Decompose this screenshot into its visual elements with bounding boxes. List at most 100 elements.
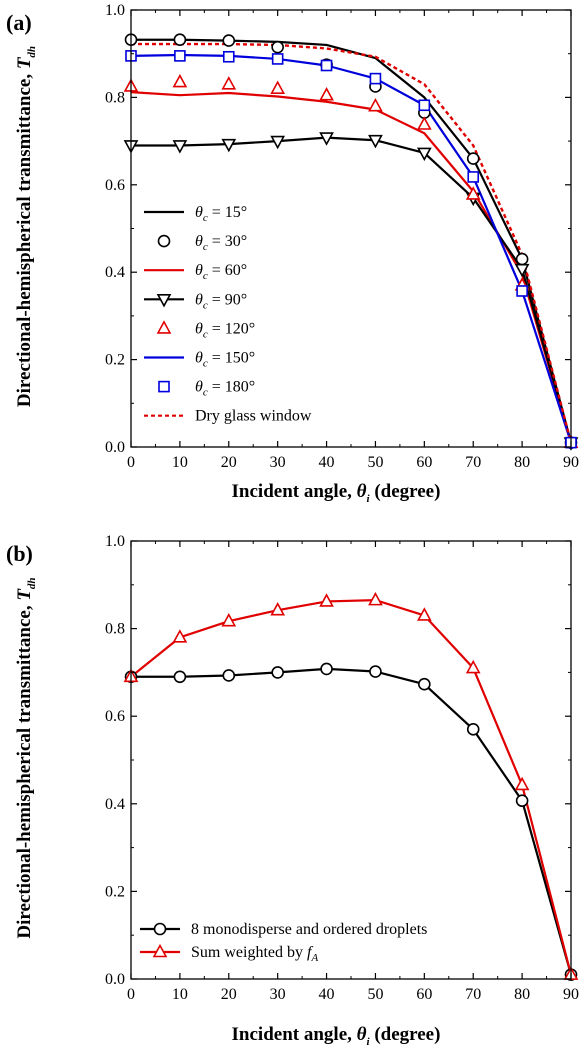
- data-point-s1-1: [172, 629, 188, 643]
- data-point-s4-1: [172, 73, 188, 88]
- x-tick-label-0: 0: [127, 986, 135, 1003]
- legend-label-3: θc = 90°: [195, 291, 247, 311]
- x-tick-label-8: 80: [514, 986, 530, 1003]
- x-tick-label-6: 60: [416, 454, 432, 471]
- x-tick-label-3: 30: [270, 454, 286, 471]
- data-point-s0-8: [515, 794, 529, 808]
- data-point-s6-1: [174, 50, 186, 62]
- y-axis-title: Directional-hemispherical transmittance,…: [14, 46, 38, 407]
- x-axis-title: Incident angle, θi (degree): [232, 481, 441, 505]
- data-point-s3-5: [368, 134, 383, 149]
- data-point-s3-6: [416, 147, 432, 162]
- data-point-s1-2: [222, 34, 236, 47]
- x-tick-label-0: 0: [127, 454, 135, 471]
- data-point-s3-2: [221, 138, 237, 153]
- data-point-s4-2: [221, 76, 237, 90]
- data-point-s1-5: [368, 591, 383, 606]
- data-point-s3-4: [319, 132, 334, 146]
- x-tick-label-1: 10: [172, 454, 188, 471]
- y-tick-label-3: 0.6: [105, 708, 125, 725]
- x-tick-label-6: 60: [416, 986, 432, 1003]
- data-point-s3-3: [270, 135, 286, 150]
- x-tick-label-3: 30: [270, 986, 286, 1003]
- data-point-s1-2: [221, 612, 237, 627]
- data-point-s0-5: [369, 665, 382, 678]
- y-axis-title: Directional-hemispherical transmittance,…: [14, 577, 38, 938]
- series-line-5: [130, 53, 573, 443]
- panel-label: (b): [6, 541, 33, 566]
- x-tick-label-7: 70: [465, 454, 481, 471]
- series-line-7: [131, 42, 573, 443]
- data-point-s0-3: [271, 666, 284, 679]
- legend: 8 monodisperse and ordered droplets Sum w…: [140, 921, 427, 964]
- legend-item-1: Sum weighted by fA: [140, 943, 318, 964]
- data-point-s1-7: [465, 659, 481, 674]
- legend-marker-0: [153, 922, 167, 936]
- legend-marker-6: [158, 380, 170, 393]
- y-tick-label-5: 1.0: [105, 533, 125, 550]
- x-tick-label-2: 20: [221, 454, 237, 471]
- data-point-s6-5: [369, 72, 382, 85]
- legend: θc = 15° θc = 30° θc = 60° θc = 90° θc = 120…: [144, 204, 312, 425]
- data-point-s6-3: [271, 53, 284, 65]
- x-tick-label-5: 50: [367, 454, 383, 471]
- series-line-3: [131, 136, 573, 443]
- y-tick-label-2: 0.4: [105, 796, 125, 813]
- chart-panel-a: (a) 0 10 20 30 40 50 60 70 80 90 0.0 0.2 0.4 0.6 0.8 1.0…: [6, 2, 579, 505]
- data-point-s4-3: [270, 80, 286, 94]
- data-point-s6-2: [222, 50, 235, 63]
- x-tick-label-7: 70: [465, 986, 481, 1003]
- legend-marker-3: [156, 293, 172, 308]
- legend-marker-1: [157, 234, 171, 248]
- legend-item-5: θc = 150°: [144, 350, 255, 370]
- data-point-s1-8: [514, 776, 530, 791]
- legend-item-1: θc = 30°: [157, 233, 247, 253]
- legend-marker-1: [152, 943, 168, 958]
- legend-item-6: θc = 180°: [158, 379, 255, 399]
- y-tick-label-1: 0.2: [105, 352, 125, 369]
- y-tick-label-4: 0.8: [105, 621, 125, 638]
- legend-item-4: θc = 120°: [156, 320, 255, 340]
- legend-label-0: 8 monodisperse and ordered droplets: [191, 921, 427, 938]
- data-point-s4-5: [368, 97, 383, 112]
- legend-label-1: θc = 30°: [195, 233, 247, 253]
- legend-label-7: Dry glass window: [195, 408, 312, 425]
- data-point-s0-1: [173, 670, 187, 684]
- legend-label-1: Sum weighted by fA: [191, 944, 318, 964]
- data-point-s4-6: [416, 116, 432, 130]
- legend-label-0: θc = 15°: [195, 204, 247, 224]
- legend-item-0: θc = 15°: [144, 204, 247, 224]
- y-tick-label-5: 1.0: [105, 2, 125, 19]
- x-tick-label-2: 20: [221, 986, 237, 1003]
- data-point-s0-7: [466, 723, 480, 736]
- legend-marker-4: [156, 320, 172, 334]
- y-tick-label-2: 0.4: [105, 264, 125, 281]
- data-point-s1-7: [466, 152, 480, 165]
- data-point-s6-6: [418, 99, 431, 112]
- x-tick-label-9: 90: [563, 454, 579, 471]
- series-line-1: [130, 599, 573, 975]
- y-tick-label-0: 0.0: [105, 971, 125, 988]
- x-tick-label-8: 80: [514, 454, 530, 471]
- data-point-s6-8: [516, 285, 528, 297]
- data-point-s1-1: [173, 33, 187, 47]
- data-point-s1-3: [271, 40, 284, 54]
- plot-frame: [130, 540, 572, 980]
- data-point-s6-4: [320, 59, 333, 72]
- x-axis-title: Incident angle, θi (degree): [232, 1024, 441, 1048]
- x-tick-label-9: 90: [563, 986, 579, 1003]
- y-tick-label-3: 0.6: [105, 177, 125, 194]
- y-tick-label-0: 0.0: [105, 439, 125, 456]
- panel-label: (a): [6, 10, 32, 35]
- legend-label-2: θc = 60°: [195, 262, 247, 282]
- data-point-s1-8: [515, 252, 529, 266]
- legend-label-6: θc = 180°: [195, 379, 255, 399]
- x-tick-label-4: 40: [319, 986, 335, 1003]
- legend-label-4: θc = 120°: [195, 320, 255, 340]
- x-tick-label-5: 50: [367, 986, 383, 1003]
- y-tick-label-1: 0.2: [105, 883, 125, 900]
- data-point-s3-8: [514, 263, 530, 278]
- series-line-0: [131, 667, 573, 975]
- chart-panel-b: (b) 0 10 20 30 40 50 60 70 80 90 0.0 0.2 0.4 0.6 0.8 1.0…: [6, 533, 579, 1048]
